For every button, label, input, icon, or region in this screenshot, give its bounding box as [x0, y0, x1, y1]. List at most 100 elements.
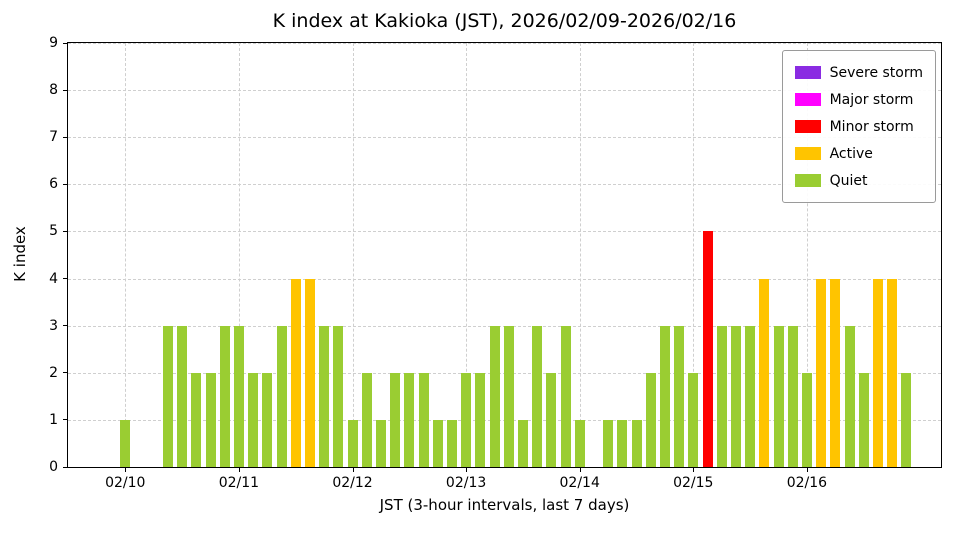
k-index-bar [787, 325, 798, 467]
y-tick-mark [63, 466, 67, 468]
k-index-bar [816, 278, 827, 467]
y-tick-label: 5 [49, 223, 58, 240]
k-index-bar [901, 372, 912, 467]
legend-item-label: Active [829, 145, 873, 162]
k-index-bar [304, 278, 315, 467]
y-tick-mark [63, 136, 67, 138]
k-index-bar [177, 325, 188, 467]
legend-item-label: Quiet [829, 172, 868, 189]
x-tick-mark [693, 468, 695, 472]
k-index-bar [248, 372, 259, 467]
y-tick-label: 2 [49, 364, 58, 381]
k-index-bar [858, 372, 869, 467]
k-index-bar [844, 325, 855, 467]
k-index-bar [475, 372, 486, 467]
x-gridline [579, 43, 581, 467]
k-index-bar [617, 419, 628, 467]
legend-item-label: Major storm [829, 91, 914, 108]
y-tick-label: 0 [49, 459, 58, 475]
k-index-bar [290, 278, 301, 467]
y-tick-mark [63, 278, 67, 280]
k-index-bar [205, 372, 216, 467]
x-tick-label: 02/13 [445, 475, 487, 491]
k-index-bar [603, 419, 614, 467]
y-tick-label: 1 [49, 411, 58, 428]
legend-item: Minor storm [794, 113, 923, 140]
x-axis-label: JST (3-hour intervals, last 7 days) [379, 496, 630, 514]
k-index-bar [219, 325, 230, 467]
k-index-bar [432, 419, 443, 467]
x-tick-label: 02/11 [218, 475, 260, 491]
k-index-bar [503, 325, 514, 467]
k-index-bar [830, 278, 841, 467]
legend-item-label: Severe storm [829, 64, 923, 81]
k-index-bar [631, 419, 642, 467]
x-tick-label: 02/10 [105, 475, 146, 491]
legend-item: Quiet [794, 167, 923, 194]
y-gridline [68, 137, 941, 139]
k-index-bar [702, 231, 713, 467]
y-gridline [68, 278, 941, 280]
y-tick-mark [63, 419, 67, 421]
x-tick-label: 02/16 [786, 475, 828, 491]
k-index-bar [730, 325, 741, 467]
y-tick-label: 4 [49, 270, 58, 287]
y-tick-label: 3 [49, 317, 58, 334]
k-index-bar [276, 325, 287, 467]
k-index-bar [233, 325, 244, 467]
k-index-bar [347, 419, 358, 467]
x-gridline [466, 43, 468, 467]
y-tick-mark [63, 230, 67, 232]
x-tick-mark [806, 468, 808, 472]
y-tick-label: 7 [49, 129, 58, 146]
y-tick-mark [63, 183, 67, 185]
k-index-bar [560, 325, 571, 467]
y-tick-mark [63, 42, 67, 44]
x-gridline [125, 43, 127, 467]
x-tick-label: 02/15 [673, 475, 714, 491]
y-tick-mark [63, 372, 67, 374]
y-tick-label: 6 [49, 176, 58, 193]
k-index-bar [319, 325, 330, 467]
k-index-bar [745, 325, 756, 467]
k-index-bar [546, 372, 557, 467]
k-index-bar [532, 325, 543, 467]
k-index-bar [361, 372, 372, 467]
chart-title: K index at Kakioka (JST), 2026/02/09-202… [272, 10, 737, 32]
k-index-bar [262, 372, 273, 467]
k-index-bar [446, 419, 457, 467]
x-gridline [806, 43, 808, 467]
k-index-bar [887, 278, 898, 467]
k-index-bar [574, 419, 585, 467]
k-index-bar [162, 325, 173, 467]
y-tick-label: 8 [49, 82, 58, 99]
x-tick-mark [579, 468, 581, 472]
legend-swatch [794, 174, 821, 187]
legend-item: Active [794, 140, 923, 167]
x-tick-mark [125, 468, 127, 472]
x-tick-mark [352, 468, 354, 472]
k-index-bar [120, 419, 131, 467]
k-index-bar [688, 372, 699, 467]
x-gridline [352, 43, 354, 467]
k-index-bar [759, 278, 770, 467]
y-axis-label: K index [11, 226, 29, 282]
k-index-bar [191, 372, 202, 467]
k-index-bar [716, 325, 727, 467]
k-index-bar [489, 325, 500, 467]
legend-swatch [794, 147, 821, 160]
y-tick-mark [63, 89, 67, 91]
k-index-bar [517, 419, 528, 467]
legend-swatch [794, 66, 821, 79]
k-index-bar [404, 372, 415, 467]
plot-area: Severe storm Major storm Minor storm Active… [49, 35, 942, 491]
k-index-bar [773, 325, 784, 467]
x-gridline [238, 43, 240, 467]
x-gridline [693, 43, 695, 467]
y-tick-label: 9 [49, 35, 58, 51]
legend-swatch [794, 93, 821, 106]
k-index-bar [801, 372, 812, 467]
k-index-bar [645, 372, 656, 467]
x-tick-mark [466, 468, 468, 472]
